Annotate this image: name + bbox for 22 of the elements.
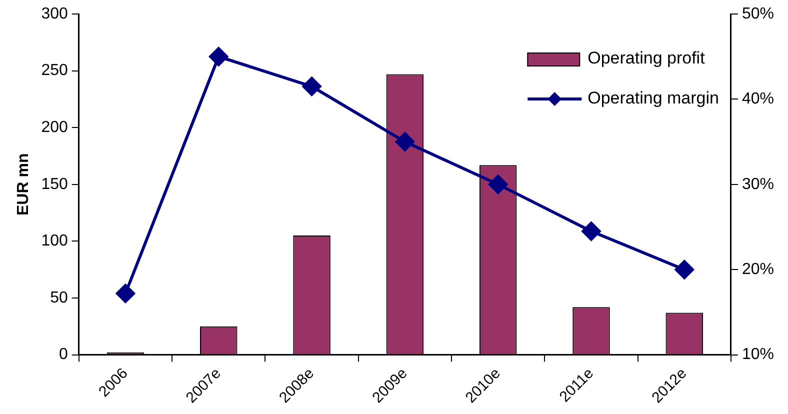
y2-tick-label: 10% — [742, 346, 774, 364]
y2-tick-label: 20% — [742, 260, 774, 278]
point — [116, 284, 135, 303]
point — [395, 132, 414, 152]
y-tick-label: 300 — [41, 5, 68, 22]
y2-tick-label: 40% — [742, 90, 774, 108]
legend-label: Operating margin — [588, 88, 719, 108]
y-tick-label: 250 — [41, 62, 68, 80]
point — [302, 76, 322, 96]
y2-tick-label: 30% — [742, 176, 774, 193]
y-tick-label: 50 — [50, 289, 68, 306]
y2-tick-label: 50% — [742, 5, 774, 22]
y-tick-label: 150 — [41, 176, 68, 193]
y-axis-title: EUR mn — [15, 153, 32, 216]
point — [582, 222, 601, 241]
y-tick-label: 200 — [41, 119, 68, 136]
point — [209, 47, 228, 66]
legend-label: Operating profit — [588, 48, 706, 68]
y-tick-label: 100 — [41, 232, 68, 250]
point — [674, 260, 694, 280]
y-tick-label: 0 — [58, 346, 68, 364]
point — [488, 174, 508, 194]
